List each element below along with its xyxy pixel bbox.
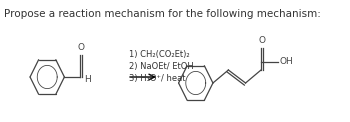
Text: H: H (84, 75, 91, 83)
Text: O: O (258, 36, 265, 45)
Text: 2) NaOEt/ EtOH: 2) NaOEt/ EtOH (129, 62, 194, 71)
Text: 3) H₃O⁺/ heat: 3) H₃O⁺/ heat (129, 75, 185, 83)
Text: O: O (77, 43, 84, 52)
Text: 1) CH₂(CO₂Et)₂: 1) CH₂(CO₂Et)₂ (129, 51, 189, 60)
Text: OH: OH (279, 57, 293, 66)
Text: Propose a reaction mechanism for the following mechanism:: Propose a reaction mechanism for the fol… (4, 9, 321, 19)
